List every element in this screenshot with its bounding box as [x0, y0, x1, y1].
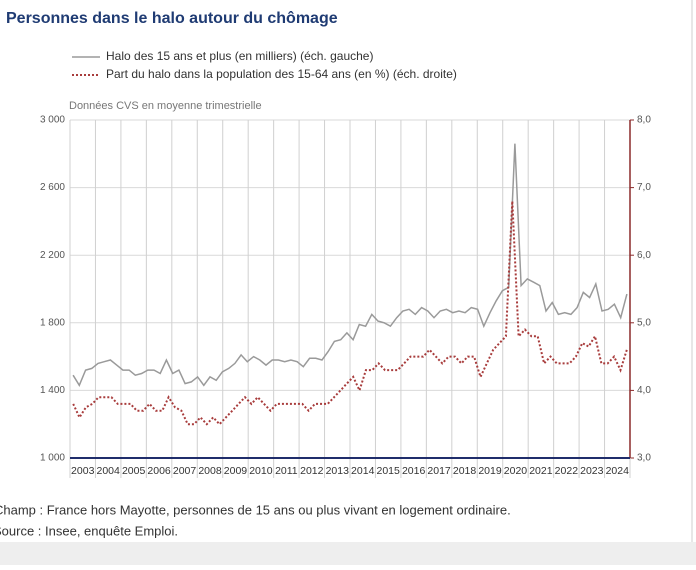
x-tick-label: 2021 [529, 465, 553, 477]
chart-title: Personnes dans le halo autour du chômage [6, 10, 338, 27]
series-line [72, 201, 628, 426]
footer-band [0, 542, 696, 565]
y2-tick-label: 4,0 [637, 385, 651, 396]
x-tick-label: 2004 [97, 465, 121, 477]
y2-tick-label: 6,0 [637, 250, 651, 261]
x-tick-label: 2008 [198, 465, 222, 477]
y2-tick-label: 8,0 [637, 115, 651, 126]
y-tick-label: 2 600 [40, 182, 65, 193]
y2-tick-label: 5,0 [637, 317, 651, 328]
y-tick-label: 2 200 [40, 250, 65, 261]
x-tick-label: 2018 [453, 465, 477, 477]
x-tick-label: 2016 [402, 465, 426, 477]
x-tick-label: 2003 [71, 465, 95, 477]
x-tick-label: 2012 [300, 465, 324, 477]
y-tick-label: 1 000 [40, 453, 65, 464]
y-tick-label: 1 400 [40, 385, 65, 396]
note: Champ : France hors Mayotte, personnes d… [0, 502, 511, 517]
x-tick-label: 2007 [173, 465, 197, 477]
x-tick-label: 2005 [122, 465, 146, 477]
y2-tick-label: 3,0 [637, 453, 651, 464]
x-tick-label: 2009 [224, 465, 248, 477]
x-tick-label: 2023 [580, 465, 604, 477]
x-tick-label: 2024 [606, 465, 630, 477]
y-tick-label: 3 000 [40, 115, 65, 126]
legend-label: Halo des 15 ans et plus (en milliers) (é… [106, 49, 373, 63]
x-tick-label: 2019 [478, 465, 502, 477]
legend-label: Part du halo dans la population des 15-6… [106, 67, 457, 81]
x-tick-label: 2022 [555, 465, 579, 477]
subtitle: Données CVS en moyenne trimestrielle [69, 100, 262, 112]
x-tick-label: 2020 [504, 465, 528, 477]
series-line [72, 143, 628, 387]
y-tick-label: 1 800 [40, 317, 65, 328]
x-tick-label: 2017 [427, 465, 451, 477]
y2-tick-label: 7,0 [637, 182, 651, 193]
x-tick-label: 2014 [351, 465, 375, 477]
x-tick-label: 2006 [147, 465, 171, 477]
note: Source : Insee, enquête Emploi. [0, 523, 178, 538]
x-tick-label: 2013 [326, 465, 350, 477]
x-tick-label: 2010 [249, 465, 273, 477]
x-tick-label: 2015 [377, 465, 401, 477]
x-tick-label: 2011 [275, 465, 298, 477]
